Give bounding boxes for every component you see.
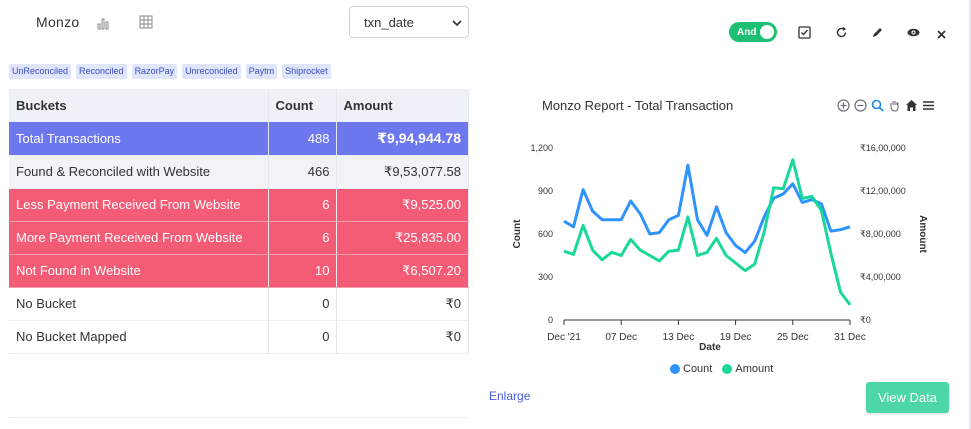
tag-paytm[interactable]: Paytm — [245, 64, 278, 79]
table-row[interactable]: Not Found in Website 10 ₹6,507.20 — [9, 254, 469, 288]
legend-marker — [670, 364, 680, 374]
zoom-out-icon[interactable] — [853, 98, 867, 112]
bar-chart-icon[interactable] — [96, 15, 112, 31]
legend-marker — [722, 364, 733, 374]
enlarge-link[interactable]: Enlarge — [489, 389, 531, 403]
tag-shiprocket[interactable]: Shiprocket — [282, 64, 331, 79]
x-tick-label: 19 Dec — [720, 332, 752, 343]
refresh-icon[interactable] — [833, 24, 849, 40]
bucket-name: Not Found in Website — [9, 254, 269, 288]
bucket-amount: ₹0 — [336, 287, 469, 321]
table-row[interactable]: No Bucket Mapped 0 ₹0 — [9, 320, 469, 354]
series-line-count — [563, 163, 851, 255]
menu-icon[interactable] — [921, 98, 935, 112]
bucket-amount: ₹9,53,077.58 — [336, 155, 469, 189]
legend-item-count[interactable]: Count — [670, 363, 712, 375]
table-header-row: Buckets Count Amount — [9, 89, 469, 122]
bucket-name: Found & Reconciled with Website — [9, 155, 269, 189]
legend-label: Amount — [735, 363, 774, 375]
date-field-select[interactable]: txn_date — [349, 6, 469, 38]
top-bar: Monzo txn_date And — [0, 0, 971, 60]
y-tick-label: 0 — [548, 315, 553, 325]
bucket-name: More Payment Received From Website — [9, 221, 269, 255]
x-tick-label: 31 Dec — [834, 332, 866, 343]
legend-label: Count — [683, 363, 713, 375]
bucket-count: 6 — [268, 188, 337, 222]
y-tick-label: 600 — [538, 229, 553, 239]
y2-tick-label: ₹4,00,000 — [860, 272, 901, 282]
header-count: Count — [268, 89, 337, 122]
y-tick-label: 300 — [538, 272, 553, 282]
bucket-count: 10 — [268, 254, 337, 288]
bucket-name: No Bucket Mapped — [9, 320, 269, 354]
home-icon[interactable] — [904, 98, 918, 112]
y2-tick-label: ₹16,00,000 — [860, 143, 906, 153]
bucket-count: 488 — [268, 122, 337, 156]
header-amount: Amount — [336, 89, 469, 122]
table-row[interactable]: Found & Reconciled with Website 466 ₹9,5… — [9, 155, 469, 189]
grid-icon[interactable] — [138, 14, 154, 30]
chevron-down-icon — [452, 20, 462, 27]
eye-icon[interactable] — [905, 24, 921, 40]
table-row[interactable]: Less Payment Received From Website 6 ₹9,… — [9, 188, 469, 222]
checkbox-icon[interactable] — [796, 24, 812, 40]
close-icon[interactable] — [933, 26, 949, 42]
bucket-count: 6 — [268, 221, 337, 255]
chart-toolbar — [836, 98, 935, 112]
date-field-value: txn_date — [364, 14, 414, 30]
bucket-amount: ₹9,525.00 — [336, 188, 469, 222]
tag-razorpay[interactable]: RazorPay — [131, 64, 178, 79]
tag-unreconciled-lower[interactable]: Unreconciled — [182, 64, 241, 79]
bucket-amount: ₹25,835.00 — [336, 221, 469, 255]
x-axis-label: Date — [699, 342, 721, 353]
x-tick-label: 07 Dec — [605, 332, 637, 343]
bucket-amount: ₹9,94,944.78 — [336, 122, 469, 156]
pan-hand-icon[interactable] — [887, 98, 901, 112]
header-buckets: Buckets — [9, 89, 269, 122]
y-axis-label: Count — [512, 219, 523, 249]
bucket-amount: ₹6,507.20 — [336, 254, 469, 288]
y2-tick-label: ₹8,00,000 — [860, 229, 901, 239]
filter-tags: UnReconciled Reconciled RazorPay Unrecon… — [9, 64, 331, 79]
and-toggle[interactable]: And — [729, 22, 777, 42]
transaction-chart: Dec '21 07 Dec 13 Dec 19 Dec 25 Dec 31 Dec 0 30… — [490, 88, 960, 388]
chart-title: Monzo Report - Total Transaction — [542, 98, 734, 113]
tag-unreconciled[interactable]: UnReconciled — [9, 64, 72, 79]
y-tick-label: 1,200 — [530, 143, 553, 153]
buckets-table: Buckets Count Amount Total Transactions … — [9, 89, 469, 354]
table-bottom-divider — [9, 417, 469, 418]
bucket-name: Total Transactions — [9, 122, 269, 156]
magnifier-icon[interactable] — [870, 98, 884, 112]
y-tick-label: 900 — [538, 186, 553, 196]
bucket-count: 466 — [268, 155, 337, 189]
tag-reconciled[interactable]: Reconciled — [76, 64, 127, 79]
toggle-knob — [760, 25, 774, 39]
table-row[interactable]: No Bucket 0 ₹0 — [9, 287, 469, 321]
bucket-name: No Bucket — [9, 287, 269, 321]
chart-canvas: Dec '21 07 Dec 13 Dec 19 Dec 25 Dec 31 Dec 0 30… — [512, 143, 928, 353]
bucket-count: 0 — [268, 287, 337, 321]
legend-item-amount[interactable]: Amount — [722, 363, 773, 375]
bucket-name: Less Payment Received From Website — [9, 188, 269, 222]
zoom-in-icon[interactable] — [836, 98, 850, 112]
x-tick-label: 13 Dec — [663, 332, 695, 343]
y2-tick-label: ₹0 — [860, 315, 871, 325]
table-row[interactable]: More Payment Received From Website 6 ₹25… — [9, 221, 469, 255]
bucket-count: 0 — [268, 320, 337, 354]
table-row[interactable]: Total Transactions 488 ₹9,94,944.78 — [9, 122, 469, 156]
bucket-amount: ₹0 — [336, 320, 469, 354]
y2-tick-label: ₹12,00,000 — [860, 186, 906, 196]
series-line-amount — [563, 158, 852, 306]
view-data-button[interactable]: View Data — [866, 382, 949, 413]
x-tick-label: 25 Dec — [777, 332, 809, 343]
x-tick-label: Dec '21 — [547, 332, 581, 343]
panel-edge — [969, 0, 971, 429]
pencil-icon[interactable] — [869, 24, 885, 40]
brand-title: Monzo — [36, 14, 80, 30]
chart-legend: Count Amount — [670, 363, 773, 375]
and-toggle-label: And — [737, 26, 757, 38]
y2-axis-label: Amount — [917, 215, 928, 253]
